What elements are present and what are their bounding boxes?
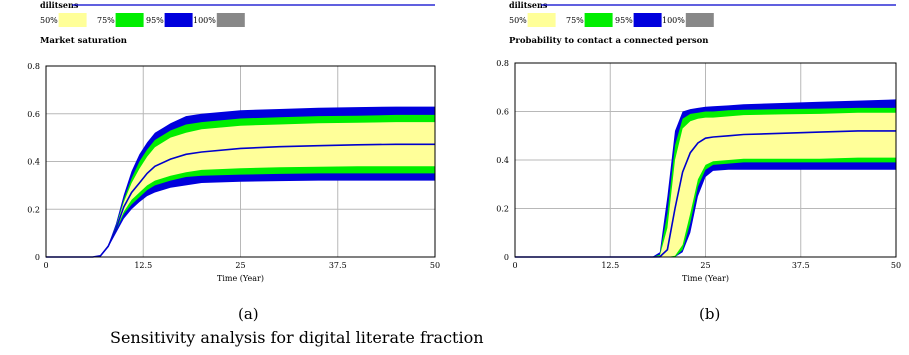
y-tick-label: 0.6 (27, 110, 40, 119)
chart-b-svg: dilitsens 50% 75% 95% 100% Probability to con… (496, 0, 901, 283)
y-tick-label: 0.4 (27, 158, 40, 167)
chart-a-sublabel: (a) (238, 305, 259, 323)
band-50pct (46, 130, 435, 257)
y-tick-label: 0.2 (496, 205, 509, 214)
x-tick-label: 12.5 (134, 261, 152, 270)
chart-title: Market saturation (40, 36, 127, 46)
y-tick-label: 0 (504, 253, 509, 262)
legend-swatch (216, 13, 245, 27)
median-line (46, 143, 435, 258)
chart-header: dilitsens (509, 0, 548, 10)
legend-label: 75% (97, 16, 115, 25)
legend-label: 50% (509, 16, 527, 25)
y-tick-label: 0.6 (496, 108, 509, 117)
chart-b-sublabel: (b) (699, 305, 721, 323)
plot-frame (514, 62, 897, 258)
figure-caption: Sensitivity analysis for digital literat… (110, 328, 484, 347)
median-line (515, 130, 896, 258)
x-tick-label: 50 (430, 261, 440, 270)
x-axis-label: Time (Year) (217, 274, 264, 283)
legend-label: 75% (566, 16, 584, 25)
legend-label: 95% (615, 16, 633, 25)
legend-label: 100% (662, 16, 685, 25)
legend-swatch (685, 13, 714, 27)
legend-swatch (58, 13, 87, 27)
x-tick-label: 37.5 (792, 261, 810, 270)
chart-title: Probability to contact a connected perso… (509, 36, 708, 46)
legend-swatch (527, 13, 556, 27)
legend-label: 95% (146, 16, 164, 25)
plot-frame (45, 65, 436, 258)
y-tick-label: 0.8 (27, 62, 40, 71)
x-tick-label: 25 (235, 261, 245, 270)
y-tick-label: 0.2 (27, 205, 40, 214)
chart-header: dilitsens (40, 0, 79, 10)
x-tick-label: 0 (512, 261, 517, 270)
legend-swatch (115, 13, 144, 27)
chart-a-svg: dilitsens 50% 75% 95% 100% Market saturation 0… (27, 0, 440, 283)
legend-swatch (164, 13, 193, 27)
legend-swatch (633, 13, 662, 27)
x-tick-label: 50 (891, 261, 901, 270)
chart-panel-b: dilitsens 50% 75% 95% 100% Probability to con… (462, 0, 909, 323)
legend-label: 100% (193, 16, 216, 25)
legend-swatch (584, 13, 613, 27)
chart-panel-a: dilitsens 50% 75% 95% 100% Market saturation 0… (0, 0, 450, 323)
x-tick-label: 37.5 (329, 261, 347, 270)
y-tick-label: 0 (35, 253, 40, 262)
x-axis-label: Time (Year) (682, 274, 729, 283)
legend-label: 50% (40, 16, 58, 25)
x-tick-label: 0 (43, 261, 48, 270)
y-tick-label: 0.8 (496, 59, 509, 68)
y-tick-label: 0.4 (496, 156, 509, 165)
x-tick-label: 12.5 (601, 261, 619, 270)
x-tick-label: 25 (700, 261, 710, 270)
